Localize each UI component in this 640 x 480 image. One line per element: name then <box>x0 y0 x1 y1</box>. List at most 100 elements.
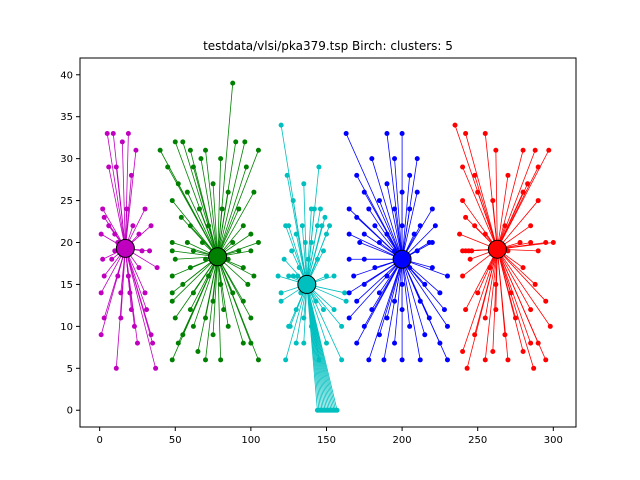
cluster-1-point <box>109 257 114 262</box>
cluster-1-point <box>129 173 134 178</box>
cluster-5-point <box>525 181 530 186</box>
cluster-5-point <box>505 173 510 178</box>
cluster-5-point <box>502 223 507 228</box>
cluster-3-point <box>288 324 293 329</box>
cluster-1-point <box>147 248 152 253</box>
cluster-2-point <box>198 156 203 161</box>
cluster-3-point <box>316 165 321 170</box>
cluster-5-point <box>490 198 495 203</box>
cluster-2-point <box>191 324 196 329</box>
cluster-1-point <box>100 206 105 211</box>
cluster-4-point <box>445 324 450 329</box>
cluster-2-point <box>248 315 253 320</box>
cluster-5-point <box>460 198 465 203</box>
cluster-5-point <box>513 315 518 320</box>
cluster-2-point <box>256 357 261 362</box>
cluster-1-point <box>149 332 154 337</box>
cluster-2-point <box>176 341 181 346</box>
cluster-3-point <box>283 357 288 362</box>
cluster-2-point <box>241 265 246 270</box>
cluster-3-point <box>301 181 306 186</box>
cluster-4-point <box>369 156 374 161</box>
cluster-5-point <box>521 148 526 153</box>
cluster-3-point <box>339 357 344 362</box>
cluster-3-point <box>285 173 290 178</box>
cluster-3-point <box>313 299 318 304</box>
y-tick-label: 10 <box>60 322 73 333</box>
cluster-4-point <box>351 274 356 279</box>
cluster-5-point <box>483 232 488 237</box>
cluster-5-point <box>483 315 488 320</box>
cluster-5-point <box>543 299 548 304</box>
cluster-5-point <box>472 173 477 178</box>
cluster-3-point <box>297 265 302 270</box>
cluster-2-point <box>206 274 211 279</box>
cluster-2-point <box>170 198 175 203</box>
cluster-2-point <box>251 190 256 195</box>
cluster-2-point <box>245 282 250 287</box>
cluster-3-point <box>289 248 294 253</box>
cluster-5-point <box>475 290 480 295</box>
cluster-5-point <box>493 148 498 153</box>
cluster-2-point <box>211 299 216 304</box>
cluster-2-point <box>203 148 208 153</box>
cluster-4-point <box>422 282 427 287</box>
cluster-4-point <box>377 290 382 295</box>
cluster-3-point <box>283 223 288 228</box>
cluster-4-point <box>377 332 382 337</box>
cluster-5-point <box>543 240 548 245</box>
cluster-2-point <box>170 357 175 362</box>
cluster-4-point <box>430 240 435 245</box>
cluster-1-point <box>120 139 125 144</box>
cluster-1-point <box>153 366 158 371</box>
cluster-3-point <box>316 357 321 362</box>
cluster-2-point <box>191 248 196 253</box>
cluster-2-point <box>165 165 170 170</box>
cluster-3-point <box>319 223 324 228</box>
cluster-5-point <box>548 324 553 329</box>
cluster-5-point <box>493 307 498 312</box>
cluster-2-point <box>158 148 163 153</box>
cluster-2-point <box>211 332 216 337</box>
cluster-4-point <box>400 357 405 362</box>
cluster-5-point <box>521 190 526 195</box>
cluster-1-point <box>143 290 148 295</box>
cluster-2-point <box>185 190 190 195</box>
cluster-4-point <box>392 156 397 161</box>
y-tick-label: 15 <box>60 280 73 291</box>
cluster-2-point <box>241 223 246 228</box>
cluster-5-center <box>488 240 506 258</box>
cluster-4-point <box>344 131 349 136</box>
cluster-3-point <box>291 274 296 279</box>
cluster-2-point <box>203 257 208 262</box>
cluster-3-point <box>315 223 320 228</box>
cluster-2-point <box>256 148 261 153</box>
cluster-5-point <box>521 265 526 270</box>
cluster-3-point <box>324 341 329 346</box>
cluster-4-point <box>384 232 389 237</box>
cluster-2-point <box>173 139 178 144</box>
cluster-1-point <box>126 131 131 136</box>
cluster-3-point <box>309 324 314 329</box>
x-tick-label: 300 <box>544 435 563 446</box>
cluster-3-point <box>332 274 337 279</box>
cluster-2-point <box>188 265 193 270</box>
cluster-5-point <box>453 123 458 128</box>
x-tick-label: 0 <box>96 435 102 446</box>
cluster-4-point <box>437 341 442 346</box>
cluster-2-point <box>244 165 249 170</box>
cluster-4-center <box>393 250 411 268</box>
cluster-3-point <box>327 223 332 228</box>
y-tick-label: 0 <box>67 406 73 417</box>
cluster-2-point <box>180 332 185 337</box>
cluster-4-point <box>347 232 352 237</box>
cluster-1-point <box>124 206 129 211</box>
cluster-3-point <box>324 274 329 279</box>
cluster-4-point <box>427 315 432 320</box>
cluster-4-point <box>400 307 405 312</box>
cluster-3-center <box>298 275 316 293</box>
cluster-5-point <box>483 131 488 136</box>
cluster-2-point <box>220 206 225 211</box>
cluster-1-point <box>149 223 154 228</box>
cluster-3-point <box>286 274 291 279</box>
